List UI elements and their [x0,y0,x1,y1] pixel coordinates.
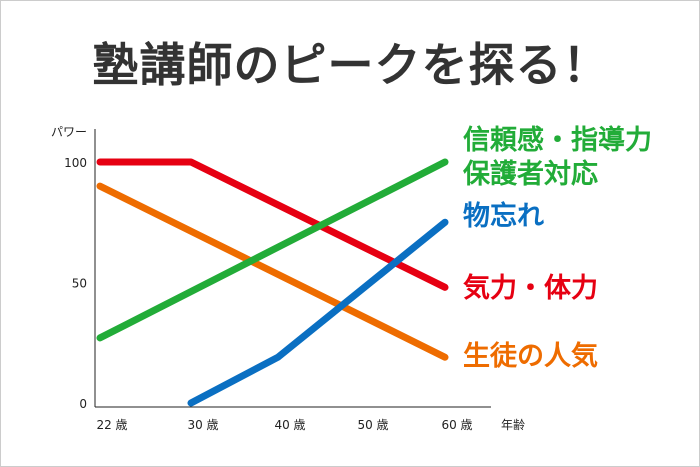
x-tick-label: 40 歳 [274,418,305,432]
x-axis-label: 年齢 [501,417,525,432]
series-label: 信頼感・指導力 [463,124,652,156]
x-tick-label: 50 歳 [357,418,388,432]
series-label: 物忘れ [463,200,544,232]
series-label: 気力・体力 [463,272,598,304]
chart-title: 塾講師のピークを探る！ [92,38,610,92]
y-tick-label: 50 [72,277,87,291]
series-label: 保護者対応 [462,158,598,190]
y-tick-label: 100 [64,156,87,170]
x-tick-label: 60 歳 [441,418,472,432]
x-tick-label: 30 歳 [187,418,218,432]
series-label: 生徒の人気 [463,340,598,372]
x-tick-label: 22 歳 [96,418,127,432]
y-tick-label: 0 [79,397,87,411]
y-axis-label: パワー [51,125,87,139]
series-line-2 [96,158,449,342]
series-line-1 [96,182,449,361]
